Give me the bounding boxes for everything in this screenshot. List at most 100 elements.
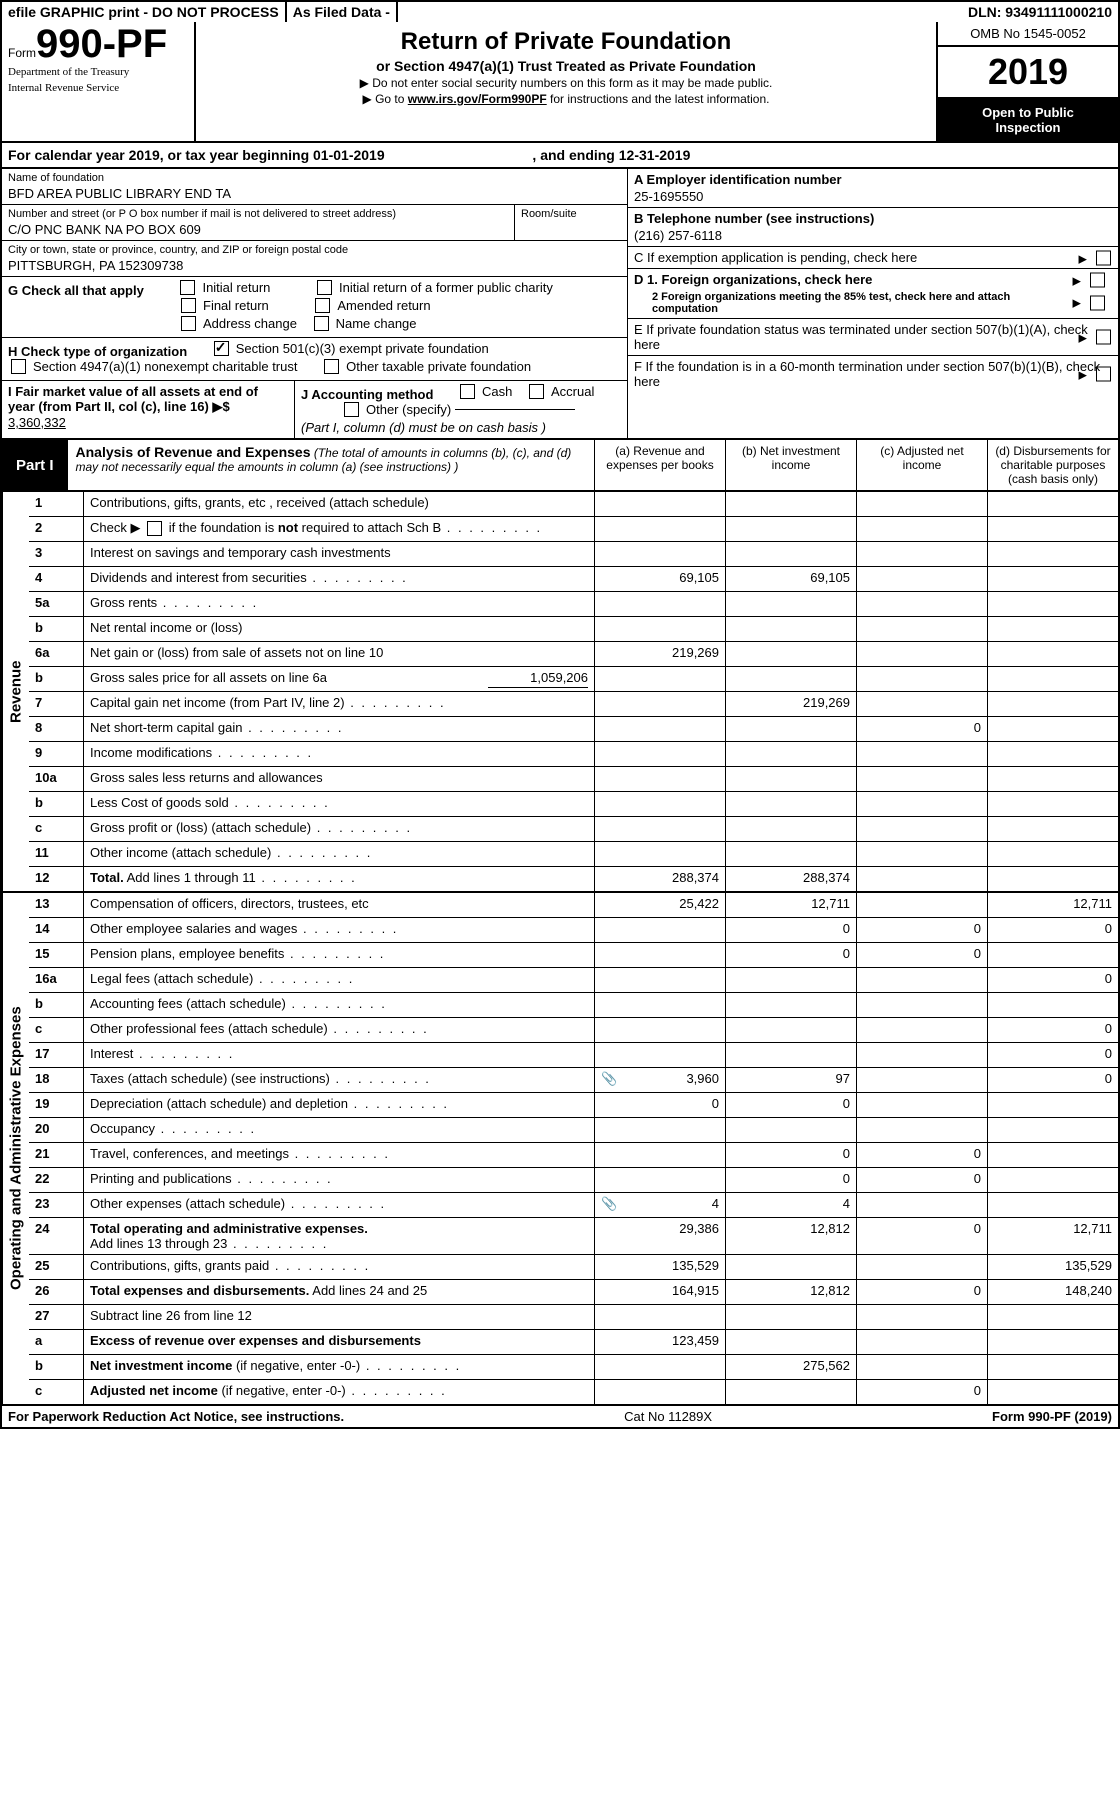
phone-cell: B Telephone number (see instructions) (2…: [628, 208, 1118, 247]
line-10b-num: b: [29, 792, 84, 816]
tax-year: 2019: [938, 47, 1118, 99]
attachment-icon[interactable]: 📎: [601, 1071, 617, 1087]
f-checkbox[interactable]: [1096, 367, 1111, 382]
line-23-a: 📎4: [594, 1193, 725, 1217]
d2-checkbox[interactable]: [1090, 296, 1105, 311]
line-13-num: 13: [29, 893, 84, 917]
j-cash-checkbox[interactable]: [460, 384, 475, 399]
d1-checkbox[interactable]: [1090, 272, 1105, 287]
dept-line-1: Department of the Treasury: [8, 66, 188, 78]
line-23-c: [856, 1193, 987, 1217]
line-9: 9 Income modifications: [29, 742, 1118, 767]
dln-value: 93491111000210: [1005, 4, 1112, 20]
line-11-num: 11: [29, 842, 84, 866]
line-18-desc: Taxes (attach schedule) (see instruction…: [84, 1068, 594, 1092]
line-20-num: 20: [29, 1118, 84, 1142]
line-5b-a: [594, 617, 725, 641]
e-checkbox[interactable]: [1096, 330, 1111, 345]
e-cell: E If private foundation status was termi…: [628, 319, 1118, 356]
line-27c-a: [594, 1380, 725, 1404]
line-16b-c: [856, 993, 987, 1017]
line-4: 4 Dividends and interest from securities…: [29, 567, 1118, 592]
line-27-num: 27: [29, 1305, 84, 1329]
g-amended-checkbox[interactable]: [315, 298, 330, 313]
line-5a-a: [594, 592, 725, 616]
line-5a: 5a Gross rents: [29, 592, 1118, 617]
h-501c3-checkbox[interactable]: [214, 341, 229, 356]
line-6b-c: [856, 667, 987, 691]
line-17-c: [856, 1043, 987, 1067]
line-10a-desc: Gross sales less returns and allowances: [84, 767, 594, 791]
line-21: 21 Travel, conferences, and meetings 0 0: [29, 1143, 1118, 1168]
note2-suffix: for instructions and the latest informat…: [547, 92, 770, 106]
line-2-num: 2: [29, 517, 84, 541]
col-d-header: (d) Disbursements for charitable purpose…: [987, 440, 1118, 490]
line-10a-num: 10a: [29, 767, 84, 791]
line-26-d: 148,240: [987, 1280, 1118, 1304]
line-2: 2 Check ▶ if the foundation is not requi…: [29, 517, 1118, 542]
g-final-return-checkbox[interactable]: [181, 298, 196, 313]
line-19-desc: Depreciation (attach schedule) and deple…: [84, 1093, 594, 1117]
revenue-rows: 1 Contributions, gifts, grants, etc , re…: [29, 492, 1118, 891]
line-16a-a: [594, 968, 725, 992]
d2-label: 2 Foreign organizations meeting the 85% …: [652, 291, 1010, 315]
line-27a-b: [725, 1330, 856, 1354]
footer-left: For Paperwork Reduction Act Notice, see …: [8, 1409, 344, 1424]
title-box: Return of Private Foundation or Section …: [196, 22, 936, 141]
h-opt-2: Section 4947(a)(1) nonexempt charitable …: [33, 359, 297, 374]
b-label: B Telephone number (see instructions): [634, 211, 1112, 226]
line-6b-a: [594, 667, 725, 691]
line-3-num: 3: [29, 542, 84, 566]
line-4-d: [987, 567, 1118, 591]
arrow-icon: [1079, 330, 1087, 345]
line-6a: 6a Net gain or (loss) from sale of asset…: [29, 642, 1118, 667]
line-16a-c: [856, 968, 987, 992]
line-6b-sub: 1,059,206: [488, 670, 588, 688]
line-27b-b: 275,562: [725, 1355, 856, 1379]
expenses-rows: 13 Compensation of officers, directors, …: [29, 893, 1118, 1404]
c-checkbox[interactable]: [1096, 250, 1111, 265]
instructions-link[interactable]: www.irs.gov/Form990PF: [408, 92, 547, 106]
line-5a-c: [856, 592, 987, 616]
arrow-icon: [1079, 367, 1087, 382]
line-10b-d: [987, 792, 1118, 816]
line-21-desc: Travel, conferences, and meetings: [84, 1143, 594, 1167]
g-initial-return-checkbox[interactable]: [180, 280, 195, 295]
line-18-num: 18: [29, 1068, 84, 1092]
line-26-c: 0: [856, 1280, 987, 1304]
line-22-b: 0: [725, 1168, 856, 1192]
line-23-num: 23: [29, 1193, 84, 1217]
h-4947-checkbox[interactable]: [11, 359, 26, 374]
line-18-d: 0: [987, 1068, 1118, 1092]
expenses-side-label: Operating and Administrative Expenses: [2, 893, 29, 1404]
line-24-a: 29,386: [594, 1218, 725, 1254]
part-1-header: Part I Analysis of Revenue and Expenses …: [0, 440, 1120, 492]
revenue-side-label: Revenue: [2, 492, 29, 891]
line-20-desc: Occupancy: [84, 1118, 594, 1142]
form-number: 990-PF: [36, 22, 167, 66]
h-other-checkbox[interactable]: [324, 359, 339, 374]
line-20-b: [725, 1118, 856, 1142]
cal-prefix: For calendar year 2019, or tax year begi…: [8, 147, 313, 163]
header-row: Form990-PF Department of the Treasury In…: [0, 22, 1120, 143]
name-label: Name of foundation: [8, 172, 621, 184]
line-22-desc: Printing and publications: [84, 1168, 594, 1192]
attachment-icon[interactable]: 📎: [601, 1196, 617, 1212]
line-27c-num: c: [29, 1380, 84, 1404]
line-27b: b Net investment income (if negative, en…: [29, 1355, 1118, 1380]
j-accrual-checkbox[interactable]: [529, 384, 544, 399]
line-14-num: 14: [29, 918, 84, 942]
line-3: 3 Interest on savings and temporary cash…: [29, 542, 1118, 567]
g-address-change-checkbox[interactable]: [181, 316, 196, 331]
line-10c-a: [594, 817, 725, 841]
line-2-checkbox[interactable]: [147, 521, 162, 536]
line-15-c: 0: [856, 943, 987, 967]
dln-label: DLN:: [968, 4, 1001, 20]
g-initial-former-checkbox[interactable]: [317, 280, 332, 295]
j-other-checkbox[interactable]: [344, 402, 359, 417]
j-cash: Cash: [482, 384, 512, 399]
g-name-change-checkbox[interactable]: [314, 316, 329, 331]
part-1-title-box: Analysis of Revenue and Expenses (The to…: [68, 440, 594, 490]
line-24-d: 12,711: [987, 1218, 1118, 1254]
line-5b-desc: Net rental income or (loss): [84, 617, 594, 641]
